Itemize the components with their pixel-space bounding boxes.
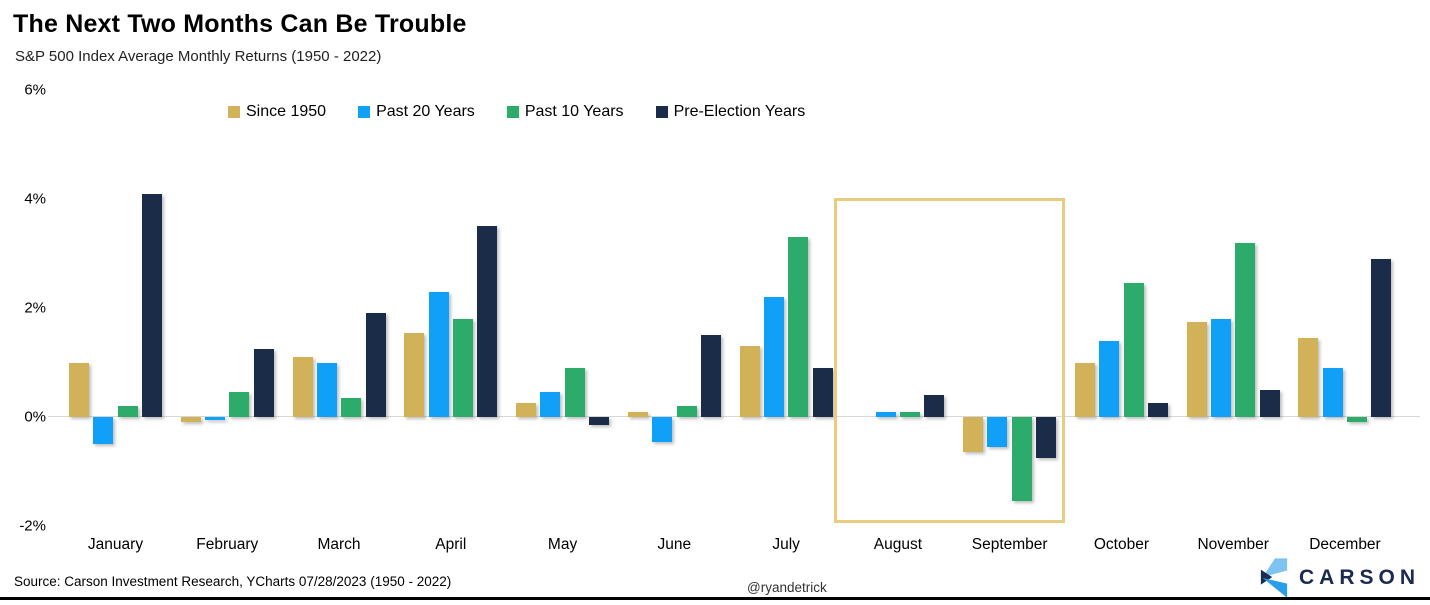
bar-december-since-1950 (1298, 337, 1319, 417)
x-axis-label-february: February (196, 536, 259, 553)
bar-december-past-20-years (1322, 367, 1343, 417)
x-axis-label-january: January (87, 536, 144, 553)
bar-october-past-10-years (1123, 283, 1144, 417)
legend-label: Since 1950 (246, 103, 327, 120)
x-axis-label-july: July (772, 536, 800, 553)
x-axis-label-june: June (657, 536, 692, 553)
y-axis-tick-6pct: 6% (24, 81, 46, 99)
chart-subtitle: S&P 500 Index Average Monthly Returns (1… (15, 48, 382, 65)
bar-august-past-10-years (900, 411, 921, 417)
bar-august-pre-election-years (924, 395, 945, 417)
bar-may-since-1950 (516, 403, 537, 417)
bar-may-past-10-years (564, 367, 585, 417)
bar-july-pre-election-years (812, 367, 833, 417)
bar-february-past-10-years (229, 392, 250, 417)
legend-label: Pre-Election Years (673, 103, 806, 120)
bar-march-pre-election-years (365, 313, 386, 417)
x-axis-label-march: March (317, 536, 361, 553)
x-axis-label-november: November (1197, 536, 1269, 553)
bar-august-past-20-years (875, 411, 896, 417)
bar-october-pre-election-years (1147, 403, 1168, 417)
bar-january-past-20-years (93, 417, 114, 445)
x-axis-label-september: September (971, 536, 1048, 553)
legend-label: Past 10 Years (524, 103, 624, 120)
bar-september-since-1950 (963, 417, 984, 453)
bar-october-since-1950 (1074, 362, 1095, 417)
bar-june-since-1950 (627, 411, 648, 417)
bar-october-past-20-years (1099, 340, 1120, 417)
legend-swatch-icon (506, 106, 519, 118)
bar-june-past-10-years (676, 406, 697, 417)
y-axis-tick-2pct: 2% (24, 299, 46, 317)
bar-november-since-1950 (1186, 321, 1207, 417)
bar-november-pre-election-years (1259, 389, 1280, 417)
bar-july-since-1950 (739, 346, 760, 417)
bar-july-past-10-years (788, 237, 809, 417)
brand-name: CARSON (1298, 566, 1420, 589)
legend-item-pre-election-years: Pre-Election Years (655, 103, 806, 121)
bar-march-since-1950 (292, 357, 313, 417)
bar-february-past-20-years (205, 417, 226, 420)
bar-march-past-10-years (341, 397, 362, 417)
bar-july-past-20-years (763, 297, 784, 417)
bar-may-past-20-years (540, 392, 561, 417)
bar-april-past-10-years (452, 318, 473, 417)
legend-item-past-20-years: Past 20 Years (358, 103, 475, 121)
legend-swatch-icon (358, 106, 371, 118)
bar-march-past-20-years (316, 362, 337, 417)
bar-september-past-10-years (1011, 417, 1032, 502)
bar-may-pre-election-years (589, 417, 610, 426)
x-axis-label-april: April (435, 536, 467, 553)
bottom-rule (0, 597, 1430, 600)
bar-january-since-1950 (69, 362, 89, 417)
legend-label: Past 20 Years (376, 103, 475, 120)
bar-june-past-20-years (652, 417, 673, 442)
bar-june-pre-election-years (700, 335, 721, 417)
bar-september-past-20-years (987, 417, 1008, 447)
legend-swatch-icon (655, 106, 668, 118)
watermark: @ryandetrick (747, 580, 827, 595)
chart-title: The Next Two Months Can Be Trouble (13, 10, 467, 38)
zero-axis-line (48, 416, 1420, 417)
bar-december-pre-election-years (1371, 258, 1392, 417)
y-axis-tick-0pct: 0% (24, 408, 46, 426)
bar-february-pre-election-years (253, 348, 274, 417)
x-axis-label-may: May (547, 536, 578, 553)
highlight-box-august-september (834, 198, 1066, 523)
carson-logo-icon (1259, 558, 1289, 598)
x-axis-label-august: August (873, 536, 923, 553)
bar-april-since-1950 (404, 332, 425, 417)
bar-september-pre-election-years (1036, 417, 1057, 458)
source-text: Source: Carson Investment Research, YCha… (14, 574, 452, 589)
bar-november-past-10-years (1235, 242, 1256, 417)
bar-january-past-10-years (117, 406, 138, 417)
legend-item-past-10-years: Past 10 Years (506, 103, 624, 121)
bar-november-past-20-years (1211, 318, 1232, 417)
legend-item-since-1950: Since 1950 (228, 103, 326, 121)
bar-december-past-10-years (1347, 417, 1368, 423)
y-axis-tick-neg2pct: -2% (19, 517, 46, 535)
legend-swatch-icon (228, 106, 240, 118)
bar-april-pre-election-years (477, 226, 498, 417)
y-axis-tick-4pct: 4% (24, 190, 46, 208)
bar-january-pre-election-years (141, 193, 162, 417)
legend: Since 1950 Past 20 Years Past 10 Years Pre-… (228, 102, 805, 122)
x-axis-label-october: October (1093, 536, 1149, 553)
bar-april-past-20-years (428, 291, 449, 417)
carson-brand: CARSON (1259, 558, 1420, 598)
x-axis-label-december: December (1309, 536, 1381, 553)
bar-february-since-1950 (180, 417, 201, 423)
